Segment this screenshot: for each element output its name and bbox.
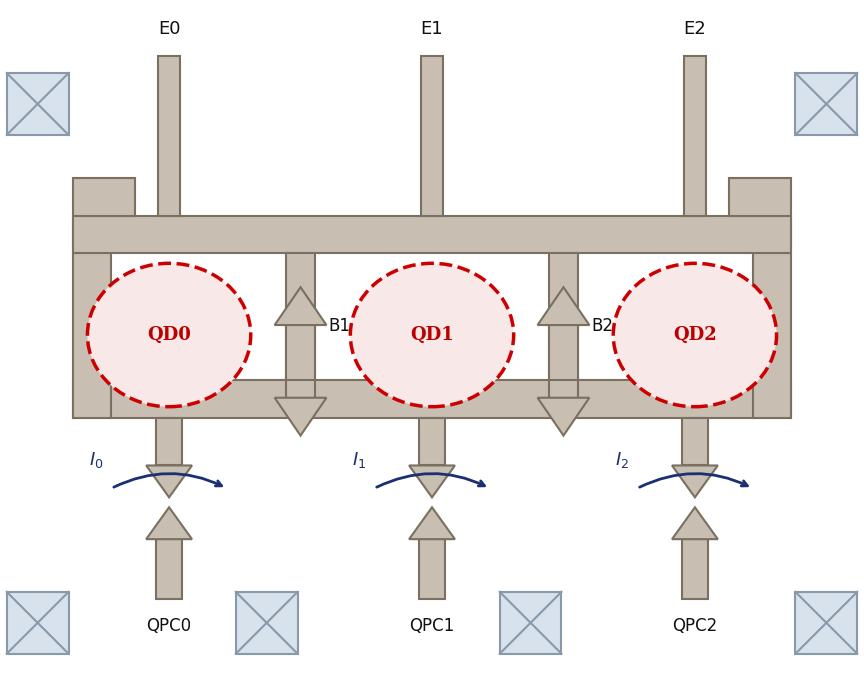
Bar <box>156 418 182 466</box>
Text: E1: E1 <box>421 20 443 38</box>
Text: QD2: QD2 <box>673 326 717 344</box>
Bar <box>419 418 445 466</box>
Bar <box>73 380 791 418</box>
Bar <box>236 592 297 653</box>
Bar <box>158 56 180 215</box>
Text: $I_{2}$: $I_{2}$ <box>615 450 629 470</box>
Ellipse shape <box>87 263 251 406</box>
Bar <box>682 539 708 599</box>
Bar <box>796 592 857 653</box>
Text: QPC1: QPC1 <box>410 617 454 635</box>
Bar <box>73 215 791 253</box>
Bar <box>286 325 315 380</box>
Bar <box>499 592 562 653</box>
Polygon shape <box>275 398 327 435</box>
Bar <box>156 539 182 599</box>
Bar <box>684 56 706 215</box>
Polygon shape <box>672 466 718 497</box>
Bar <box>549 325 578 380</box>
Ellipse shape <box>613 263 777 406</box>
Ellipse shape <box>350 263 514 406</box>
Polygon shape <box>409 466 455 497</box>
Bar <box>7 73 68 135</box>
Polygon shape <box>275 287 327 325</box>
Polygon shape <box>146 507 192 539</box>
Text: QPC2: QPC2 <box>672 617 717 635</box>
Bar <box>728 178 791 215</box>
Bar <box>753 215 791 418</box>
Bar <box>421 56 443 215</box>
Bar <box>796 73 857 135</box>
Text: QPC0: QPC0 <box>147 617 192 635</box>
Bar <box>73 178 136 215</box>
Polygon shape <box>672 507 718 539</box>
Text: B1: B1 <box>328 316 351 334</box>
Text: B2: B2 <box>591 316 613 334</box>
Polygon shape <box>146 466 192 497</box>
Text: QD1: QD1 <box>410 326 454 344</box>
Bar <box>7 592 68 653</box>
Text: $I_{1}$: $I_{1}$ <box>353 450 366 470</box>
Text: E0: E0 <box>158 20 181 38</box>
Text: $I_{0}$: $I_{0}$ <box>89 450 104 470</box>
Polygon shape <box>537 398 589 435</box>
Bar <box>682 418 708 466</box>
Polygon shape <box>537 287 589 325</box>
Bar <box>286 253 315 398</box>
Text: QD0: QD0 <box>147 326 191 344</box>
Bar <box>73 215 111 418</box>
Polygon shape <box>409 507 455 539</box>
Bar <box>419 539 445 599</box>
Bar <box>549 253 578 398</box>
Text: E2: E2 <box>683 20 706 38</box>
